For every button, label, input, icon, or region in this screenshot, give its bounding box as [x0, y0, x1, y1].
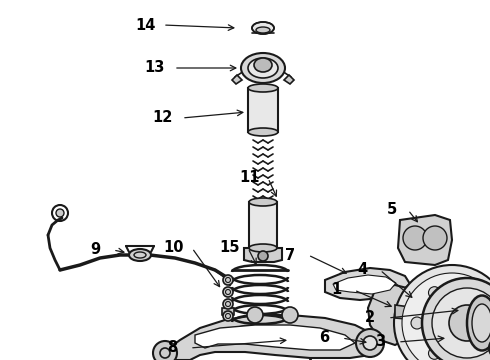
Circle shape: [428, 347, 441, 359]
Circle shape: [464, 347, 475, 359]
Polygon shape: [248, 88, 278, 132]
Circle shape: [428, 287, 441, 299]
Polygon shape: [244, 248, 282, 262]
Polygon shape: [284, 75, 294, 84]
Circle shape: [489, 337, 490, 359]
Polygon shape: [395, 305, 418, 320]
Text: 4: 4: [357, 262, 367, 278]
Circle shape: [449, 305, 485, 341]
Text: 13: 13: [144, 60, 164, 76]
Text: 11: 11: [240, 171, 260, 185]
Circle shape: [423, 226, 447, 250]
Text: 1: 1: [331, 283, 341, 297]
Circle shape: [411, 317, 423, 329]
Circle shape: [223, 275, 233, 285]
Text: 15: 15: [220, 240, 240, 256]
Polygon shape: [222, 308, 234, 318]
Polygon shape: [232, 75, 242, 84]
Polygon shape: [160, 315, 380, 360]
Circle shape: [356, 329, 384, 357]
Ellipse shape: [467, 296, 490, 351]
Polygon shape: [195, 325, 355, 350]
Circle shape: [223, 299, 233, 309]
Ellipse shape: [249, 244, 277, 252]
Circle shape: [363, 336, 377, 350]
Ellipse shape: [472, 304, 490, 342]
Circle shape: [223, 311, 233, 321]
Polygon shape: [398, 215, 452, 265]
Ellipse shape: [252, 22, 274, 34]
Polygon shape: [368, 285, 420, 345]
Circle shape: [403, 226, 427, 250]
Text: 5: 5: [387, 202, 397, 217]
Text: 10: 10: [164, 240, 184, 256]
Polygon shape: [249, 202, 277, 248]
Ellipse shape: [254, 58, 272, 72]
Text: 8: 8: [167, 341, 177, 356]
Circle shape: [282, 307, 298, 323]
Ellipse shape: [129, 249, 151, 261]
Circle shape: [464, 287, 475, 299]
Text: 6: 6: [319, 330, 329, 346]
Circle shape: [56, 209, 64, 217]
Circle shape: [481, 317, 490, 329]
Text: 7: 7: [285, 248, 295, 262]
Ellipse shape: [256, 27, 270, 33]
Circle shape: [258, 251, 268, 261]
Circle shape: [394, 265, 490, 360]
Circle shape: [223, 287, 233, 297]
Ellipse shape: [249, 198, 277, 206]
Ellipse shape: [248, 128, 278, 136]
Polygon shape: [325, 268, 410, 300]
Text: 14: 14: [135, 18, 155, 32]
Polygon shape: [333, 275, 396, 294]
Circle shape: [402, 273, 490, 360]
Text: 3: 3: [375, 334, 385, 350]
Circle shape: [432, 288, 490, 358]
Circle shape: [153, 341, 177, 360]
Circle shape: [422, 278, 490, 360]
Ellipse shape: [241, 53, 285, 83]
Ellipse shape: [248, 58, 278, 78]
Text: 9: 9: [90, 243, 100, 257]
Text: 12: 12: [152, 111, 172, 126]
Ellipse shape: [248, 84, 278, 92]
Circle shape: [247, 307, 263, 323]
Text: 2: 2: [365, 310, 375, 325]
